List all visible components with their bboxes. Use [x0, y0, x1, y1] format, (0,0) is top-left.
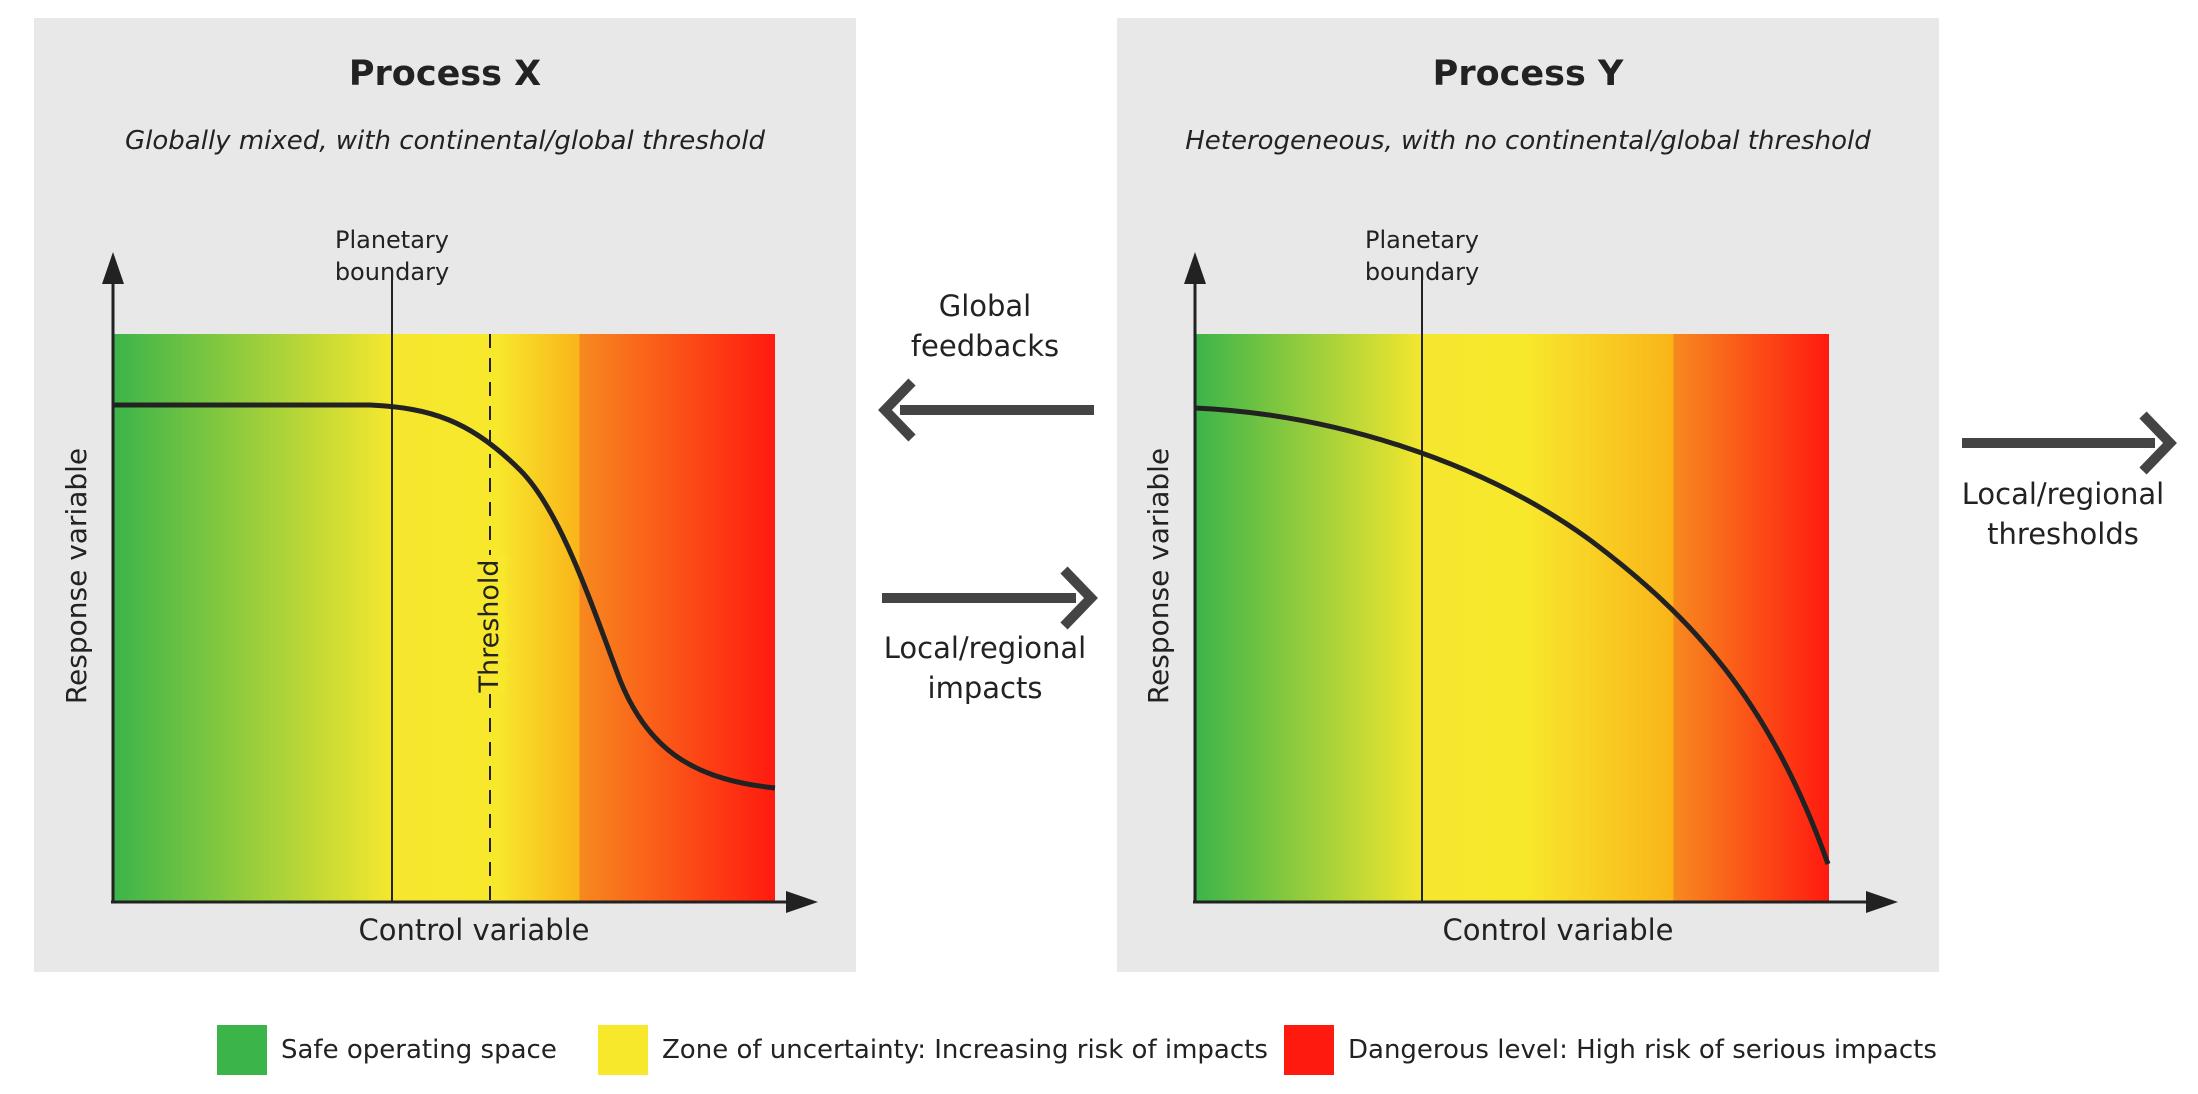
- local-impacts-label-line2: impacts: [928, 671, 1043, 705]
- boundary-label-line1: Planetary: [1365, 226, 1479, 254]
- chart-process-y: Planetary boundary Response variable Con…: [1142, 226, 1898, 947]
- legend-label: Safe operating space: [281, 1035, 557, 1065]
- x-axis-label: Control variable: [358, 913, 589, 947]
- x-axis-arrowhead: [786, 891, 818, 913]
- local-thresholds-arrow: Local/regional thresholds: [1962, 411, 2177, 551]
- panel-title: Process X: [348, 54, 542, 94]
- y-axis-arrowhead: [102, 252, 124, 284]
- y-axis-label: Response variable: [60, 448, 93, 704]
- risk-gradient-zone: [1195, 334, 1829, 902]
- panel-subtitle: Heterogeneous, with no continental/globa…: [1185, 126, 1871, 156]
- legend-swatch-green: [217, 1025, 267, 1075]
- local-impacts-arrow: Local/regional impacts: [882, 566, 1098, 705]
- x-axis-label: Control variable: [1442, 913, 1673, 947]
- legend-item-uncertainty: Zone of uncertainty: Increasing risk of …: [598, 1025, 1268, 1075]
- local-impacts-label-line1: Local/regional: [884, 631, 1086, 665]
- response-curve: [1194, 405, 1831, 865]
- local-thresholds-label-line2: thresholds: [1987, 517, 2139, 551]
- y-axis-label: Response variable: [1142, 448, 1175, 704]
- global-feedbacks-arrow: Global feedbacks: [878, 289, 1094, 442]
- local-thresholds-label-line1: Local/regional: [1962, 477, 2164, 511]
- risk-gradient-zone: [113, 334, 775, 902]
- legend-item-danger: Dangerous level: High risk of serious im…: [1284, 1025, 1937, 1075]
- boundary-label-line2: boundary: [1365, 258, 1479, 286]
- legend-item-safe: Safe operating space: [217, 1025, 557, 1075]
- threshold-label: Threshold: [474, 559, 505, 693]
- global-feedbacks-label-line2: feedbacks: [911, 329, 1059, 363]
- y-axis-arrowhead: [1184, 252, 1206, 284]
- legend-swatch-red: [1284, 1025, 1334, 1075]
- boundary-label-line2: boundary: [335, 258, 449, 286]
- legend-swatch-yellow: [598, 1025, 648, 1075]
- chart-process-x: Planetary boundary Threshold Response va…: [60, 226, 818, 947]
- boundary-label-line1: Planetary: [335, 226, 449, 254]
- global-feedbacks-label-line1: Global: [939, 289, 1032, 323]
- response-curve: [113, 402, 776, 791]
- legend-label: Zone of uncertainty: Increasing risk of …: [662, 1035, 1268, 1065]
- legend-label: Dangerous level: High risk of serious im…: [1348, 1035, 1937, 1065]
- x-axis-arrowhead: [1866, 891, 1898, 913]
- panel-title: Process Y: [1432, 54, 1624, 94]
- panel-subtitle: Globally mixed, with continental/global …: [125, 126, 765, 156]
